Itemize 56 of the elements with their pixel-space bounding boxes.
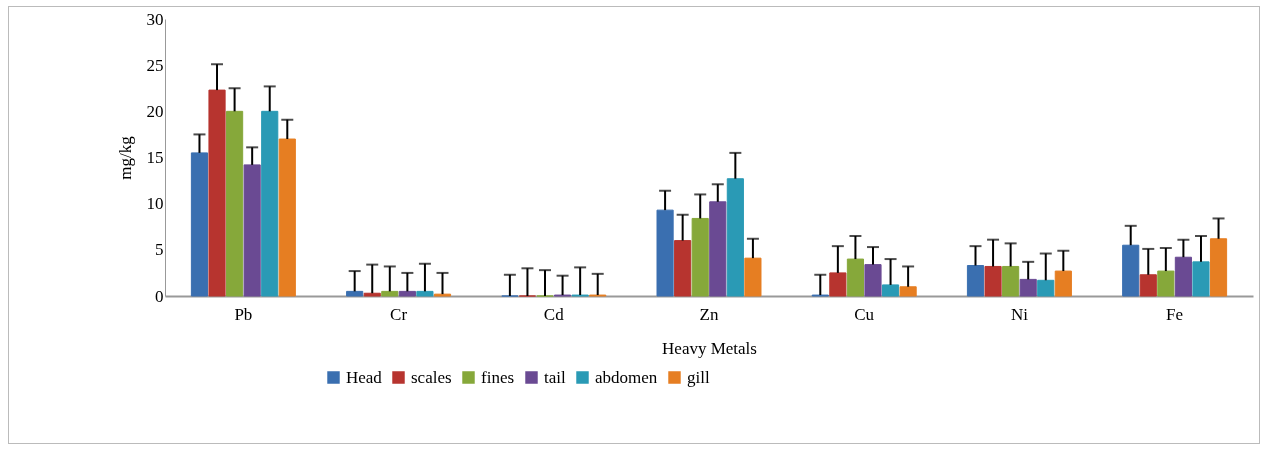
y-tick-label: 10 [146, 194, 164, 214]
x-tick-label: Fe [1166, 304, 1184, 324]
bar [243, 164, 261, 297]
x-tick-label: Zn [699, 304, 719, 324]
legend-label: tail [544, 367, 566, 387]
bar [656, 209, 674, 297]
bar [261, 110, 279, 297]
bar [674, 240, 692, 297]
bar [1139, 274, 1157, 297]
bar [1002, 265, 1020, 297]
bar [1174, 256, 1192, 297]
y-tick-label: 15 [146, 148, 164, 167]
bar [1037, 279, 1055, 297]
bar [846, 258, 864, 297]
legend-label: fines [481, 367, 515, 387]
bar [709, 201, 727, 297]
bar [1209, 238, 1228, 297]
y-tick-label: 5 [155, 240, 164, 260]
bar [744, 257, 762, 297]
bar [226, 110, 244, 297]
legend-label: abdomen [595, 367, 658, 387]
bar [1157, 270, 1175, 297]
bar [398, 290, 416, 297]
y-tick-label: 30 [146, 9, 164, 29]
x-axis-title: Heavy Metals [662, 338, 757, 358]
bar [966, 265, 985, 297]
x-tick-label: Pb [234, 304, 253, 324]
x-tick-label: Cd [543, 304, 565, 324]
bar [1122, 244, 1140, 297]
x-tick-label: Cu [854, 304, 875, 324]
bar [899, 286, 917, 297]
bar [864, 264, 882, 297]
legend-label: Head [346, 367, 383, 387]
bar [881, 284, 900, 297]
bar [208, 89, 226, 297]
legend-label: gill [687, 367, 710, 387]
bar [726, 178, 744, 297]
y-tick-label: 0 [155, 286, 164, 306]
bar [381, 290, 399, 297]
bar [416, 290, 434, 297]
legend-label: scales [411, 367, 452, 387]
y-axis-title: mg/kg [115, 135, 135, 180]
bar [1054, 270, 1072, 297]
bar [346, 290, 364, 297]
bar [363, 292, 381, 297]
bar [1192, 261, 1210, 297]
bar [829, 272, 847, 297]
bar [691, 217, 709, 297]
x-tick-label: Ni [1010, 304, 1029, 324]
bar [984, 265, 1002, 297]
y-tick-label: 20 [146, 101, 164, 121]
bar [190, 152, 209, 297]
y-tick-label: 25 [146, 55, 164, 75]
bar [1019, 278, 1037, 297]
bar [278, 138, 296, 297]
x-tick-label: Cr [390, 304, 408, 324]
